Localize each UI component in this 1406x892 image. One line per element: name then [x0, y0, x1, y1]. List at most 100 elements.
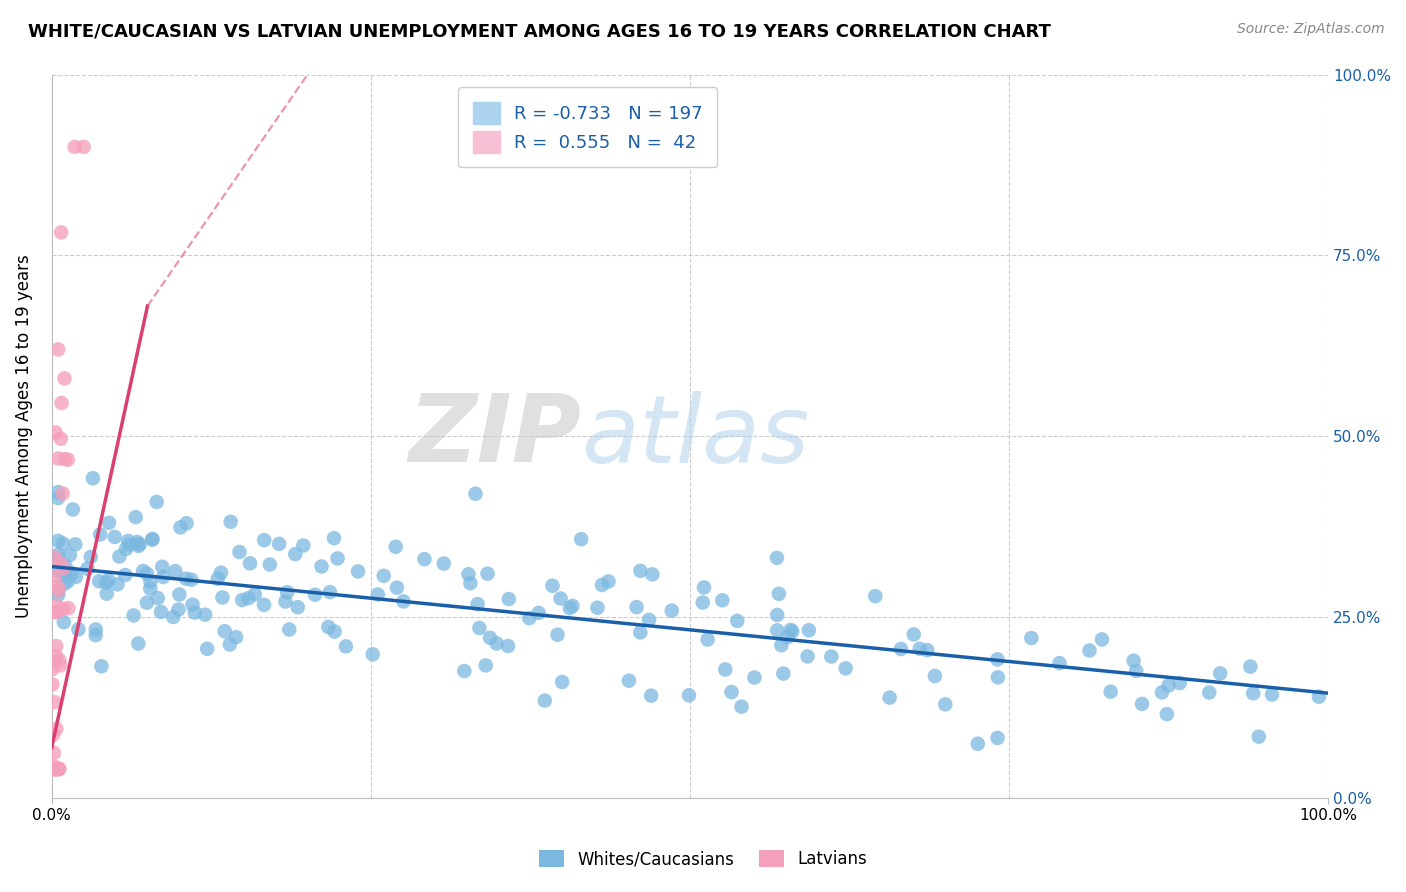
Point	[335, 640, 357, 654]
Point	[467, 597, 489, 611]
Point	[46, 588, 69, 602]
Point	[292, 539, 315, 553]
Point	[1099, 684, 1122, 698]
Point	[89, 527, 111, 541]
Point	[219, 515, 242, 529]
Point	[238, 591, 260, 606]
Point	[1150, 685, 1173, 699]
Point	[80, 549, 103, 564]
Point	[311, 559, 333, 574]
Point	[638, 613, 661, 627]
Point	[52, 615, 75, 629]
Point	[44, 605, 66, 619]
Point	[104, 530, 127, 544]
Point	[460, 576, 482, 591]
Point	[779, 623, 801, 637]
Point	[44, 550, 66, 565]
Point	[934, 698, 956, 712]
Point	[1049, 656, 1071, 670]
Point	[776, 630, 799, 644]
Point	[46, 548, 69, 562]
Point	[52, 536, 75, 550]
Point	[180, 573, 202, 587]
Point	[150, 559, 173, 574]
Point	[1125, 664, 1147, 678]
Point	[323, 531, 346, 545]
Point	[1247, 730, 1270, 744]
Point	[42, 762, 65, 776]
Point	[541, 579, 564, 593]
Point	[661, 604, 683, 618]
Point	[84, 623, 107, 637]
Point	[209, 566, 232, 580]
Point	[194, 607, 217, 622]
Point	[744, 671, 766, 685]
Point	[53, 371, 76, 385]
Point	[517, 611, 540, 625]
Point	[51, 563, 73, 577]
Point	[214, 624, 236, 639]
Point	[433, 557, 456, 571]
Point	[122, 608, 145, 623]
Point	[84, 628, 107, 642]
Point	[834, 661, 856, 675]
Point	[146, 591, 169, 605]
Point	[118, 538, 141, 552]
Point	[45, 762, 67, 776]
Point	[45, 599, 67, 613]
Point	[640, 689, 662, 703]
Point	[453, 664, 475, 678]
Point	[1157, 679, 1180, 693]
Point	[714, 663, 737, 677]
Point	[591, 578, 613, 592]
Point	[96, 575, 118, 590]
Point	[114, 568, 136, 582]
Point	[41, 662, 63, 676]
Point	[98, 516, 121, 530]
Point	[1239, 659, 1261, 673]
Text: WHITE/CAUCASIAN VS LATVIAN UNEMPLOYMENT AMONG AGES 16 TO 19 YEARS CORRELATION CH: WHITE/CAUCASIAN VS LATVIAN UNEMPLOYMENT …	[28, 22, 1052, 40]
Point	[1198, 685, 1220, 699]
Point	[42, 727, 65, 741]
Point	[48, 582, 70, 597]
Point	[48, 762, 70, 776]
Point	[485, 636, 508, 650]
Point	[46, 551, 69, 566]
Point	[464, 487, 486, 501]
Point	[1241, 686, 1264, 700]
Point	[274, 594, 297, 608]
Point	[141, 533, 163, 547]
Point	[46, 762, 69, 776]
Point	[58, 601, 80, 615]
Point	[167, 602, 190, 616]
Point	[89, 574, 111, 589]
Point	[915, 643, 938, 657]
Point	[127, 539, 149, 553]
Point	[132, 564, 155, 578]
Point	[60, 566, 83, 581]
Point	[1261, 688, 1284, 702]
Point	[641, 567, 664, 582]
Point	[1021, 631, 1043, 645]
Point	[269, 537, 291, 551]
Point	[879, 690, 901, 705]
Point	[139, 574, 162, 589]
Point	[152, 570, 174, 584]
Point	[73, 140, 96, 154]
Point	[457, 567, 479, 582]
Point	[225, 630, 247, 644]
Point	[107, 577, 129, 591]
Legend: R = -0.733   N = 197, R =  0.555   N =  42: R = -0.733 N = 197, R = 0.555 N = 42	[458, 87, 717, 168]
Point	[53, 563, 76, 577]
Point	[45, 649, 67, 664]
Point	[76, 562, 98, 576]
Point	[46, 762, 69, 776]
Point	[678, 688, 700, 702]
Point	[766, 624, 789, 638]
Point	[413, 552, 436, 566]
Point	[52, 602, 75, 616]
Point	[49, 658, 72, 673]
Point	[53, 452, 76, 467]
Point	[195, 641, 218, 656]
Text: Source: ZipAtlas.com: Source: ZipAtlas.com	[1237, 22, 1385, 37]
